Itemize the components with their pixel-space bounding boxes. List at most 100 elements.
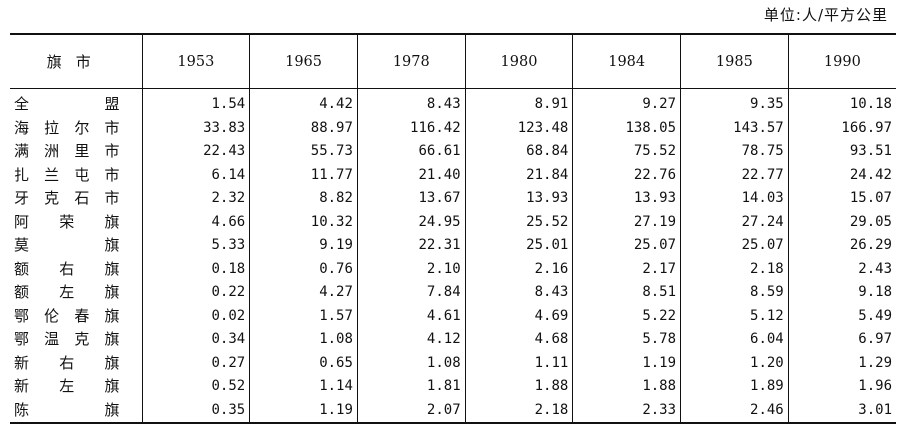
density-value-cell: 0.22 [141,281,250,305]
density-value-cell: 123.48 [464,116,573,140]
density-value-cell: 22.31 [356,234,466,258]
row-name-cell: 全盟 [14,95,120,114]
density-value-cell: 166.97 [787,116,896,140]
density-value-cell: 29.05 [787,210,896,234]
density-value-cell: 24.42 [787,163,896,187]
density-value-cell: 13.93 [464,187,573,211]
density-value-cell: 22.43 [141,140,250,164]
column-header-year: 1978 [356,33,466,89]
density-value-cell: 2.33 [572,398,681,424]
table-row: 牙克石市 2.32 8.82 13.67 13.93 13.93 14.03 15.07 [10,187,896,211]
density-value-cell: 0.76 [249,257,358,281]
density-value-cell: 66.61 [356,140,466,164]
population-density-table: 旗市 1953 1965 1978 1980 1984 1985 1990 全盟 1.54 4.… [10,33,896,424]
density-value-cell: 0.02 [141,304,250,328]
density-value-cell: 0.27 [141,351,250,375]
density-value-cell: 1.88 [572,375,681,399]
density-value-cell: 0.65 [249,351,358,375]
density-value-cell: 0.52 [141,375,250,399]
density-value-cell: 4.27 [249,281,358,305]
density-value-cell: 1.96 [787,375,896,399]
density-value-cell: 9.19 [249,234,358,258]
density-value-cell: 8.43 [464,281,573,305]
density-value-cell: 4.61 [356,304,466,328]
row-name-cell: 扎兰屯市 [14,165,120,184]
table-row: 新左旗 0.52 1.14 1.81 1.88 1.88 1.89 1.96 [10,375,896,399]
row-name-cell: 陈旗 [10,398,143,424]
unit-label: 单位:人/平方公里 [763,6,888,24]
table-row: 额右旗 0.18 0.76 2.10 2.16 2.17 2.18 2.43 [10,257,896,281]
density-value-cell: 3.01 [787,398,896,424]
row-name-cell: 新右旗 [14,353,120,372]
density-value-cell: 78.75 [680,140,789,164]
density-value-cell: 8.59 [680,281,789,305]
density-value-cell: 1.54 [141,88,250,117]
density-value-cell: 1.57 [249,304,358,328]
density-value-cell: 1.89 [680,375,789,399]
density-value-cell: 27.19 [572,210,681,234]
density-value-cell: 0.35 [141,398,250,424]
density-value-cell: 6.04 [680,328,789,352]
density-value-cell: 25.07 [680,234,789,258]
table-row: 全盟 1.54 4.42 8.43 8.91 9.27 9.35 10.18 [10,88,896,117]
table-row: 满洲里市 22.43 55.73 66.61 68.84 75.52 78.75 93.51 [10,140,896,164]
density-value-cell: 2.32 [141,187,250,211]
density-value-cell: 2.16 [464,257,573,281]
density-value-cell: 25.52 [464,210,573,234]
table-body: 全盟 1.54 4.42 8.43 8.91 9.27 9.35 10.18 海拉尔市 33.83… [10,88,896,424]
density-value-cell: 24.95 [356,210,466,234]
density-value-cell: 2.18 [464,398,573,424]
table-row: 海拉尔市 33.83 88.97 116.42 123.48 138.05 143.57 16… [10,116,896,140]
density-value-cell: 1.81 [356,375,466,399]
table-row: 扎兰屯市 6.14 11.77 21.40 21.84 22.76 22.77 24.42 [10,163,896,187]
density-value-cell: 14.03 [680,187,789,211]
density-value-cell: 11.77 [249,163,358,187]
row-name-cell: 新左旗 [14,377,120,396]
density-value-cell: 9.27 [572,88,681,117]
density-value-cell: 10.32 [249,210,358,234]
density-value-cell: 2.46 [680,398,789,424]
density-value-cell: 55.73 [249,140,358,164]
table-row: 新右旗 0.27 0.65 1.08 1.11 1.19 1.20 1.29 [10,351,896,375]
density-value-cell: 13.93 [572,187,681,211]
density-value-cell: 6.97 [787,328,896,352]
density-value-cell: 4.12 [356,328,466,352]
density-value-cell: 21.40 [356,163,466,187]
density-value-cell: 15.07 [787,187,896,211]
density-value-cell: 0.34 [141,328,250,352]
row-name-cell: 牙克石市 [14,189,120,208]
density-value-cell: 5.49 [787,304,896,328]
column-header-name: 旗市 [10,33,143,89]
density-value-cell: 1.20 [680,351,789,375]
density-value-cell: 25.01 [464,234,573,258]
header-row: 旗市 1953 1965 1978 1980 1984 1985 1990 [10,33,896,89]
density-value-cell: 8.51 [572,281,681,305]
density-value-cell: 2.43 [787,257,896,281]
table-row: 莫旗 5.33 9.19 22.31 25.01 25.07 25.07 26.29 [10,234,896,258]
density-value-cell: 2.17 [572,257,681,281]
density-value-cell: 5.33 [141,234,250,258]
row-name-cell: 额左旗 [14,283,120,302]
row-name-cell: 海拉尔市 [14,118,120,137]
density-value-cell: 10.18 [787,88,896,117]
density-value-cell: 33.83 [141,116,250,140]
row-name-cell: 额右旗 [14,259,120,278]
density-value-cell: 1.11 [464,351,573,375]
density-value-cell: 25.07 [572,234,681,258]
density-value-cell: 116.42 [356,116,466,140]
table-row: 阿荣旗 4.66 10.32 24.95 25.52 27.19 27.24 29.05 [10,210,896,234]
density-value-cell: 75.52 [572,140,681,164]
row-name-cell: 满洲里市 [14,142,120,161]
density-value-cell: 1.29 [787,351,896,375]
column-header-year: 1965 [249,33,358,89]
density-value-cell: 6.14 [141,163,250,187]
density-value-cell: 68.84 [464,140,573,164]
density-value-cell: 5.22 [572,304,681,328]
table-row: 陈旗 0.35 1.19 2.07 2.18 2.33 2.46 3.01 [10,398,896,424]
column-header-year: 1984 [572,33,681,89]
density-value-cell: 4.69 [464,304,573,328]
density-value-cell: 21.84 [464,163,573,187]
density-value-cell: 1.08 [356,351,466,375]
density-value-cell: 22.77 [680,163,789,187]
table-row: 鄂温克旗 0.34 1.08 4.12 4.68 5.78 6.04 6.97 [10,328,896,352]
